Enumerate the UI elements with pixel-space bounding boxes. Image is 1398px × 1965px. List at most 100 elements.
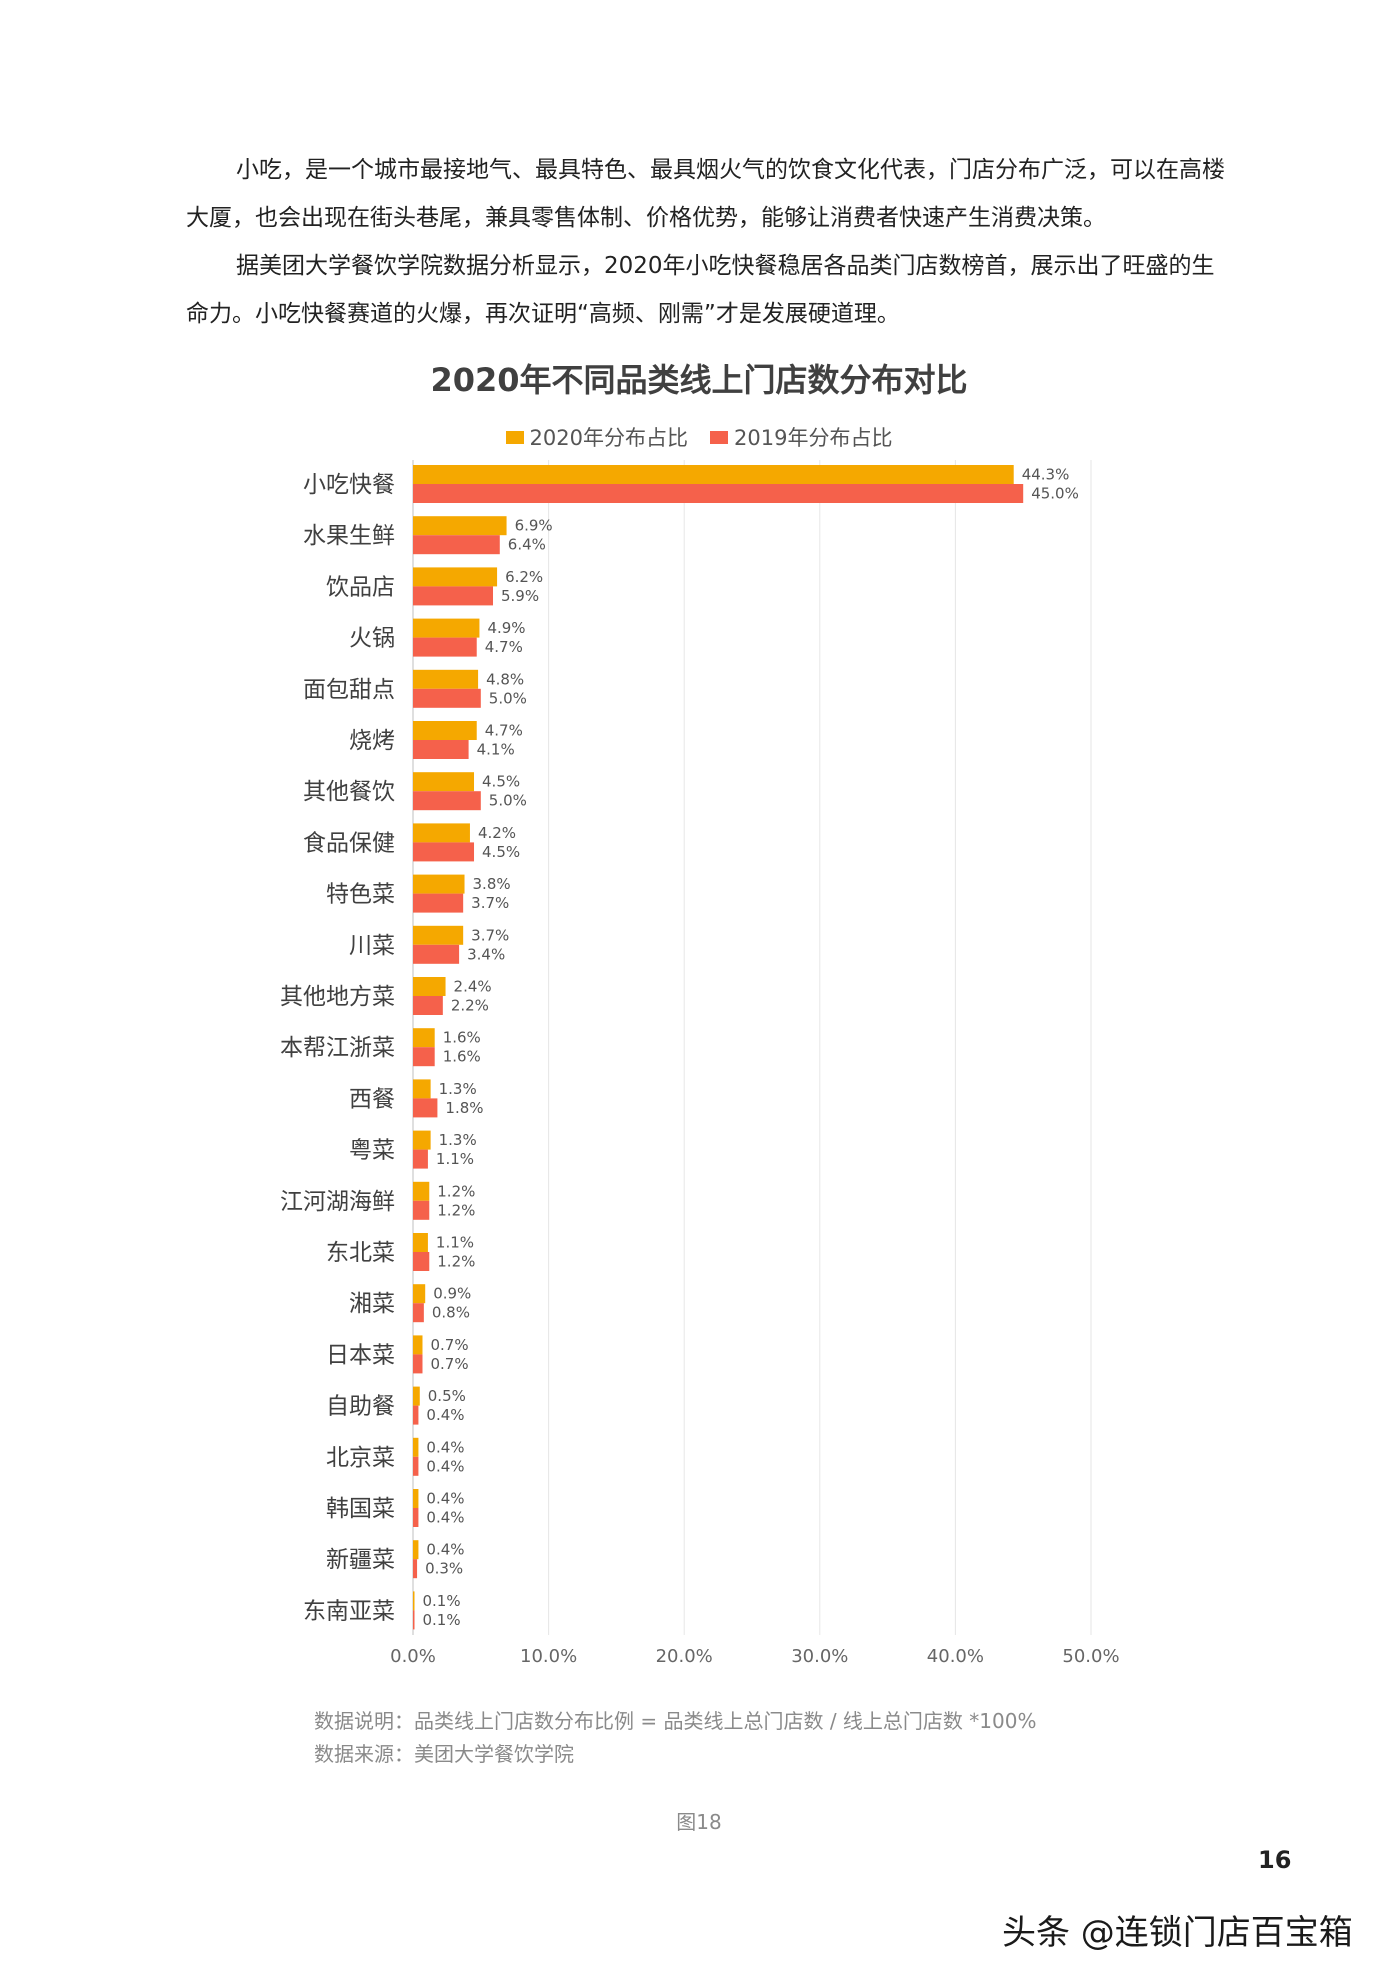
legend-item-2020: 2020年分布占比 [505,422,688,452]
bar-2020 [413,823,470,843]
value-label-2020: 4.8% [486,670,524,688]
category-label: 小吃快餐 [303,472,395,498]
bar-2019 [413,688,481,708]
category-label: 新疆菜 [326,1547,395,1573]
bar-2019 [413,637,477,657]
bar-2019 [413,944,460,964]
value-label-2020: 4.9% [487,619,525,637]
category-label: 川菜 [349,933,395,959]
value-label-2019: 1.1% [436,1150,474,1168]
value-label-2019: 4.1% [477,741,515,759]
figure-label: 图18 [676,1810,722,1834]
category-label: 东北菜 [326,1240,395,1266]
value-label-2019: 1.8% [445,1099,483,1117]
bar-2020 [413,1489,419,1508]
bar-2019 [413,893,464,913]
category-label: 烧烤 [349,728,395,754]
bar-2019 [413,740,469,759]
bar-2020 [413,1540,419,1560]
bar-2019 [413,791,481,811]
category-label: 湘菜 [349,1291,395,1317]
value-label-2020: 4.2% [478,824,516,842]
value-label-2019: 5.0% [489,792,527,810]
intro-paragraph-2: 据美团大学餐饮学院数据分析显示，2020年小吃快餐稳居各品类门店数榜首，展示出了… [186,253,1215,327]
chart-title: 2020年不同品类线上门店数分布对比 [430,361,968,399]
value-label-2020: 44.3% [1022,466,1070,484]
watermark: 头条 @连锁门店百宝箱 [1002,1913,1353,1953]
bar-2020 [413,977,446,996]
bar-2019 [413,1559,418,1579]
category-label: 东南亚菜 [303,1598,395,1624]
bar-2019 [413,535,500,555]
value-label-2020: 0.4% [426,1541,464,1559]
bar-2019 [413,842,475,862]
value-label-2020: 1.6% [443,1029,481,1047]
bar-2020 [413,567,498,587]
value-label-2019: 0.4% [426,1406,464,1424]
value-label-2019: 4.5% [482,843,520,861]
category-label: 食品保健 [303,830,395,856]
value-label-2019: 1.6% [443,1048,481,1066]
value-label-2020: 6.2% [505,568,543,586]
value-label-2019: 0.4% [426,1509,464,1527]
value-label-2019: 0.8% [432,1304,470,1322]
category-label: 韩国菜 [326,1496,395,1522]
bar-2020 [413,1386,420,1406]
bar-2019 [413,1405,419,1425]
bar-chart: 0.0% 10.0% 20.0% 30.0% 40.0% 50.0% 小吃快餐 44.3%45… [280,460,1120,1667]
value-label-2019: 3.4% [467,945,505,963]
value-label-2020: 1.3% [439,1131,477,1149]
category-label: 其他餐饮 [303,779,395,805]
bar-2019 [413,1098,438,1118]
value-label-2019: 0.3% [425,1560,463,1578]
bar-2019 [413,1610,415,1630]
bar-2020 [413,1028,435,1048]
legend-label-2019: 2019年分布占比 [734,426,893,450]
bar-2020 [413,669,479,689]
category-label: 北京菜 [326,1445,395,1471]
bar-2020 [413,1284,426,1304]
bar-2019 [413,1200,430,1220]
value-label-2020: 1.3% [439,1080,477,1098]
value-label-2019: 0.1% [423,1611,461,1629]
bar-2020 [413,1335,423,1355]
bar-2020 [413,1079,431,1099]
intro-paragraph-1: 小吃，是一个城市最接地气、最具特色、最具烟火气的饮食文化代表，门店分布广泛，可以… [186,157,1225,231]
value-label-2019: 5.9% [501,587,539,605]
bar-2019 [413,1149,428,1169]
bar-2020 [413,874,465,894]
category-label: 本帮江浙菜 [280,1035,395,1061]
value-label-2020: 1.2% [437,1182,475,1200]
x-tick-label: 30.0% [791,1646,848,1667]
bar-2020 [413,1233,428,1252]
value-label-2019: 0.7% [430,1355,468,1373]
x-tick-label: 40.0% [927,1646,984,1667]
value-label-2019: 6.4% [508,536,546,554]
value-label-2020: 0.4% [426,1438,464,1456]
value-label-2020: 0.5% [428,1387,466,1405]
value-label-2020: 4.5% [482,773,520,791]
value-label-2019: 5.0% [489,689,527,707]
bar-2020 [413,516,507,536]
bar-2020 [413,465,1014,484]
bar-2019 [413,1047,435,1067]
value-label-2020: 0.4% [426,1490,464,1508]
bar-2020 [413,721,477,740]
value-label-2019: 45.0% [1031,485,1079,503]
bar-2019 [413,1508,419,1527]
value-label-2019: 4.7% [485,638,523,656]
data-notes: 数据说明：品类线上门店数分布比例 = 品类线上总门店数 / 线上总门店数 *10… [314,1705,1036,1771]
data-note-source: 数据来源：美团大学餐饮学院 [314,1742,574,1766]
value-label-2019: 1.2% [437,1253,475,1271]
bar-2020 [413,1181,430,1201]
category-label: 日本菜 [326,1342,395,1368]
value-label-2020: 0.7% [430,1336,468,1354]
legend-swatch-2019 [710,430,728,444]
chart-legend: 2020年分布占比 2019年分布占比 [0,422,1398,452]
value-label-2020: 3.8% [473,875,511,893]
value-label-2019: 2.2% [451,997,489,1015]
category-label: 粤菜 [349,1138,395,1164]
category-label: 自助餐 [326,1394,395,1420]
page-number: 16 [1258,1846,1292,1874]
value-label-2020: 0.1% [423,1592,461,1610]
